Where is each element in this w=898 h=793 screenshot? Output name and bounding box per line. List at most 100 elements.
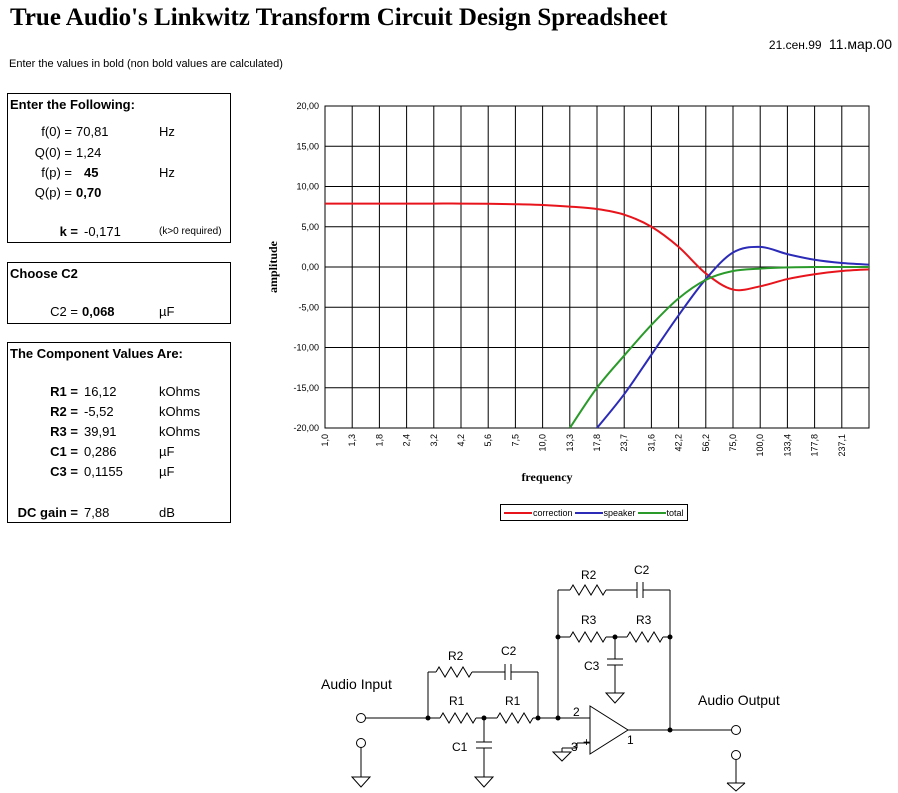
date-created: 21.сен.99 bbox=[768, 38, 822, 52]
component-value: 39,91 bbox=[84, 424, 117, 439]
fp-value[interactable]: 45 bbox=[84, 165, 99, 180]
x-tick-label: 133,4 bbox=[782, 434, 792, 457]
junction-dot bbox=[667, 634, 673, 640]
component-value: -5,52 bbox=[84, 404, 114, 419]
label-pin2: 2 bbox=[573, 705, 580, 719]
input-terminal bbox=[356, 713, 366, 723]
x-tick-label: 56,2 bbox=[701, 434, 711, 452]
x-axis-title: frequency bbox=[521, 470, 572, 484]
qp-label: Q(p) = bbox=[34, 185, 72, 200]
ground-icon bbox=[350, 776, 372, 788]
component-label: R2 = bbox=[50, 404, 78, 419]
junction-dot bbox=[555, 634, 561, 640]
component-value: 16,12 bbox=[84, 384, 117, 399]
x-tick-label: 2,4 bbox=[402, 434, 412, 447]
instructions: Enter the values in bold (non bold value… bbox=[9, 58, 283, 70]
legend-swatch bbox=[637, 511, 666, 514]
x-tick-label: 7,5 bbox=[510, 434, 520, 447]
choose-c2-heading: Choose C2 bbox=[10, 266, 78, 281]
resistor-r3b bbox=[626, 631, 664, 643]
page-title: True Audio's Linkwitz Transform Circuit … bbox=[10, 4, 668, 31]
junction-dot bbox=[481, 715, 487, 721]
component-unit: kOhms bbox=[159, 424, 201, 439]
f0-unit: Hz bbox=[159, 124, 175, 139]
y-tick-label: 5,00 bbox=[301, 222, 319, 232]
label-r1a: R1 bbox=[449, 694, 465, 708]
x-tick-label: 1,8 bbox=[374, 434, 384, 447]
x-tick-label: 177,8 bbox=[810, 434, 820, 457]
ground-icon bbox=[473, 776, 495, 788]
opamp-symbol bbox=[589, 705, 629, 755]
y-tick-label: 20,00 bbox=[296, 101, 319, 111]
x-tick-label: 17,8 bbox=[592, 434, 602, 452]
label-c2-feedback: C2 bbox=[634, 563, 650, 577]
legend-label: correction bbox=[533, 507, 573, 518]
y-tick-label: -20,00 bbox=[293, 423, 319, 433]
junction-dot bbox=[425, 715, 431, 721]
x-tick-label: 237,1 bbox=[837, 434, 847, 457]
label-r2: R2 bbox=[448, 649, 464, 663]
inputs-heading: Enter the Following: bbox=[10, 97, 135, 112]
dc-gain-value: 7,88 bbox=[84, 505, 110, 520]
components-box: The Component Values Are: R1 = 16,12 kOh… bbox=[7, 342, 231, 523]
component-unit: kOhms bbox=[159, 404, 201, 419]
y-tick-label: -15,00 bbox=[293, 383, 319, 393]
y-tick-label: 15,00 bbox=[296, 141, 319, 151]
junction-dot bbox=[667, 727, 673, 733]
x-tick-label: 100,0 bbox=[755, 434, 765, 457]
component-label: R3 = bbox=[50, 424, 78, 439]
junction-dot bbox=[555, 715, 561, 721]
k-label: k = bbox=[59, 224, 78, 239]
y-tick-label: -10,00 bbox=[293, 343, 319, 353]
label-c3: C3 bbox=[584, 659, 600, 673]
component-label: C1 = bbox=[50, 444, 78, 459]
ground-icon bbox=[551, 751, 573, 762]
label-minus: - bbox=[583, 710, 587, 724]
series-line-correction bbox=[325, 202, 869, 292]
legend-item-correction: correction bbox=[504, 508, 573, 518]
x-tick-label: 42,2 bbox=[674, 434, 684, 452]
c2-value[interactable]: 0,068 bbox=[82, 304, 115, 319]
chart-legend: correction speaker total bbox=[500, 504, 688, 521]
k-note: (k>0 required) bbox=[159, 226, 222, 237]
qp-value[interactable]: 0,70 bbox=[76, 185, 102, 200]
legend-swatch bbox=[504, 511, 532, 514]
frequency-response-chart: 20,00 15,00 10,00 5,00 0,00 -5,00 -10,00 -15,00… bbox=[266, 101, 870, 484]
output-ground-terminal bbox=[731, 750, 741, 760]
label-pin1: 1 bbox=[627, 733, 634, 747]
choose-c2-box: Choose C2 C2 = 0,068 µF bbox=[7, 262, 231, 324]
x-tick-label: 10,0 bbox=[538, 434, 548, 452]
y-tick-label: 0,00 bbox=[301, 262, 319, 272]
component-unit: kOhms bbox=[159, 384, 201, 399]
fp-label: f(p) = bbox=[41, 165, 72, 180]
label-pin3: 3 bbox=[571, 740, 578, 754]
component-unit: µF bbox=[159, 444, 175, 459]
date-modified: 11.мар.00 bbox=[828, 36, 892, 52]
junction-dot bbox=[535, 715, 541, 721]
legend-item-speaker: speaker bbox=[574, 507, 636, 518]
label-c1: C1 bbox=[452, 740, 468, 754]
resistor-r3a bbox=[569, 631, 607, 643]
f0-label: f(0) = bbox=[41, 124, 72, 139]
legend-label: total bbox=[666, 507, 684, 518]
x-tick-label: 75,0 bbox=[728, 434, 738, 452]
label-r1b: R1 bbox=[505, 694, 521, 708]
f0-value[interactable]: 70,81 bbox=[76, 124, 109, 139]
x-tick-label: 1,0 bbox=[320, 434, 330, 447]
audio-output-label: Audio Output bbox=[698, 692, 780, 708]
output-terminal bbox=[731, 725, 741, 735]
label-c2: C2 bbox=[501, 644, 517, 658]
legend-swatch bbox=[574, 511, 603, 514]
q0-value[interactable]: 1,24 bbox=[76, 145, 102, 160]
x-tick-label: 31,6 bbox=[646, 434, 656, 452]
fp-unit: Hz bbox=[159, 165, 175, 180]
y-axis-title: amplitude bbox=[266, 240, 280, 293]
x-tick-label: 3,2 bbox=[429, 434, 439, 447]
legend-label: speaker bbox=[603, 507, 636, 518]
x-tick-label: 23,7 bbox=[619, 434, 629, 452]
x-tick-label: 1,3 bbox=[347, 434, 357, 447]
resistor-r2-feedback bbox=[569, 584, 607, 596]
c2-unit: µF bbox=[159, 304, 175, 319]
y-tick-label: -5,00 bbox=[298, 302, 319, 312]
component-unit: µF bbox=[159, 464, 175, 479]
